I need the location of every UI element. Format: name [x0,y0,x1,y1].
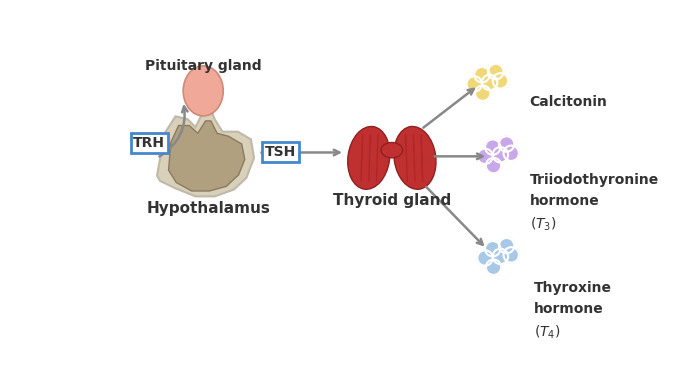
Circle shape [486,259,501,275]
Circle shape [493,73,508,89]
Circle shape [493,147,508,163]
Text: Thyroxine
hormone
$(T_4)$: Thyroxine hormone $(T_4)$ [534,281,612,341]
Ellipse shape [381,142,402,158]
Text: Pituitary gland: Pituitary gland [145,59,262,72]
Circle shape [482,75,497,90]
FancyBboxPatch shape [262,142,299,162]
Polygon shape [157,104,254,197]
Text: TRH: TRH [133,136,165,150]
Text: Calcitonin: Calcitonin [530,95,608,109]
Text: Thyroid gland: Thyroid gland [332,193,451,208]
Text: TSH: TSH [265,145,296,159]
Ellipse shape [183,66,223,116]
Circle shape [499,238,514,253]
Circle shape [485,241,500,257]
Polygon shape [169,121,245,191]
Ellipse shape [394,127,436,189]
Circle shape [466,76,482,92]
Ellipse shape [348,127,390,189]
Circle shape [499,136,514,152]
Text: Triiodothyronine
hormone
$(T_3)$: Triiodothyronine hormone $(T_3)$ [530,173,659,233]
Circle shape [485,139,500,155]
FancyBboxPatch shape [131,133,168,153]
Circle shape [486,158,501,173]
Circle shape [477,149,493,164]
Circle shape [503,247,519,262]
Circle shape [475,67,490,82]
Circle shape [503,146,519,161]
Circle shape [475,86,491,101]
Circle shape [477,250,493,266]
Circle shape [493,249,508,264]
Circle shape [488,64,503,79]
Text: Hypothalamus: Hypothalamus [147,201,270,216]
